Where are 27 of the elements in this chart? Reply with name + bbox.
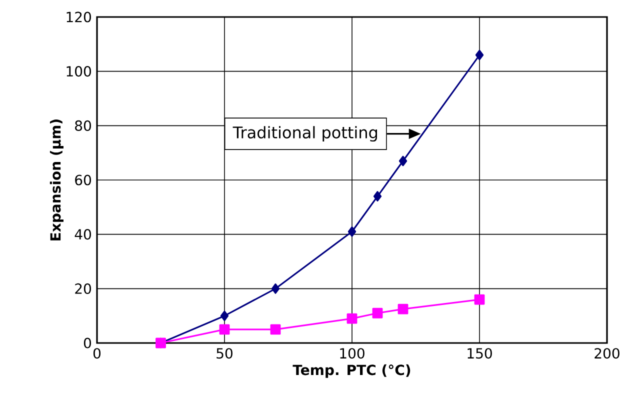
y-tick-label: 60 xyxy=(75,174,91,186)
y-tick-label: 20 xyxy=(75,283,91,294)
y-axis-title: Expansion (µm) xyxy=(50,120,64,240)
y-tick-label: 100 xyxy=(66,66,91,77)
annotation: Traditional potting xyxy=(232,126,378,142)
point xyxy=(346,313,358,324)
point xyxy=(373,191,382,202)
point xyxy=(398,156,408,166)
point xyxy=(398,304,408,314)
point xyxy=(219,324,230,335)
x-tick-label: 150 xyxy=(468,348,492,359)
x-tick-label: 100 xyxy=(340,348,364,359)
x-tick-label: 200 xyxy=(594,348,620,359)
y-tick-label: 120 xyxy=(66,12,91,22)
point xyxy=(270,324,281,335)
point xyxy=(220,310,229,322)
point xyxy=(475,50,484,60)
y-tick-label: 80 xyxy=(75,120,91,131)
point xyxy=(474,294,485,305)
y-tick-label: 40 xyxy=(74,229,91,240)
point xyxy=(372,308,383,318)
x-tick-label: 50 xyxy=(216,348,232,359)
point xyxy=(348,226,356,237)
x-tick-label: 0 xyxy=(93,348,101,359)
y-tick-label: 0 xyxy=(84,338,91,348)
x-axis-title: Temp. PTC (°C) xyxy=(292,364,410,378)
point xyxy=(271,283,280,294)
